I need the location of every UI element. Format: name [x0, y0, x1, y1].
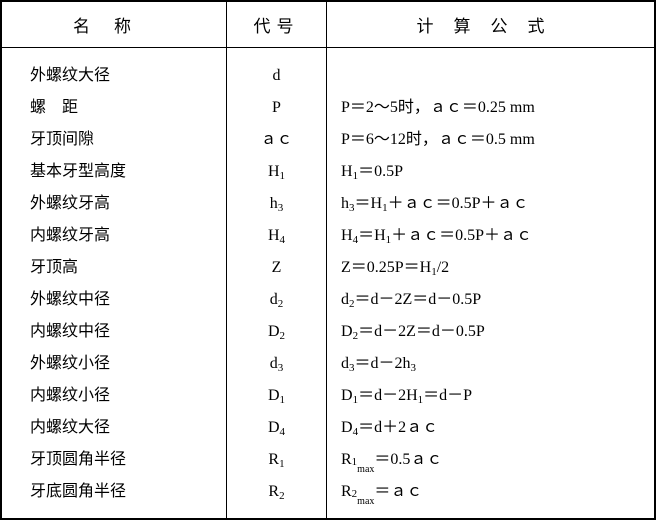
header-name: 名称	[2, 2, 227, 47]
name-cell: 内螺纹大径	[2, 412, 226, 444]
symbol-cell: R1	[227, 444, 326, 476]
symbol-cell: P	[227, 92, 326, 124]
name-cell: 牙顶高	[2, 252, 226, 284]
name-cell: 内螺纹小径	[2, 380, 226, 412]
thread-parameters-table: 名称 代号 计算公式 外螺纹大径螺 距牙顶间隙基本牙型高度外螺纹牙高内螺纹牙高牙…	[0, 0, 656, 520]
formula-cell: d3＝d－2h3	[327, 348, 654, 380]
symbol-cell: d2	[227, 284, 326, 316]
name-cell: 基本牙型高度	[2, 156, 226, 188]
formula-cell: Z＝0.25P＝H1 /2	[327, 252, 654, 284]
formula-cell: d2＝d－2Z＝d－0.5P	[327, 284, 654, 316]
formula-cell: h3＝H1＋ａｃ＝0.5P＋ａｃ	[327, 188, 654, 220]
column-symbol: dPａｃH1h3H4Zd2D2d3D1D4R1R2	[227, 48, 327, 518]
name-cell: 牙顶圆角半径	[2, 444, 226, 476]
name-cell: 牙顶间隙	[2, 124, 226, 156]
formula-cell: D4＝d＋2ａｃ	[327, 412, 654, 444]
symbol-cell: D2	[227, 316, 326, 348]
symbol-cell: Z	[227, 252, 326, 284]
formula-cell: D2＝d－2Z＝d－0.5P	[327, 316, 654, 348]
name-cell: 螺 距	[2, 92, 226, 124]
name-cell: 外螺纹中径	[2, 284, 226, 316]
formula-cell: R1max＝0.5ａｃ	[327, 444, 654, 476]
name-cell: 内螺纹牙高	[2, 220, 226, 252]
header-symbol: 代号	[227, 2, 327, 47]
symbol-cell: ａｃ	[227, 124, 326, 156]
symbol-cell: R2	[227, 476, 326, 508]
column-name: 外螺纹大径螺 距牙顶间隙基本牙型高度外螺纹牙高内螺纹牙高牙顶高外螺纹中径内螺纹中…	[2, 48, 227, 518]
formula-cell: D1＝d－2H1＝d－P	[327, 380, 654, 412]
symbol-cell: D4	[227, 412, 326, 444]
formula-cell: R2max＝ａｃ	[327, 476, 654, 508]
formula-cell	[327, 60, 654, 92]
symbol-cell: d3	[227, 348, 326, 380]
symbol-cell: h3	[227, 188, 326, 220]
name-cell: 内螺纹中径	[2, 316, 226, 348]
formula-cell: P＝6～12时，ａｃ＝0.5 mm	[327, 124, 654, 156]
name-cell: 牙底圆角半径	[2, 476, 226, 508]
symbol-cell: d	[227, 60, 326, 92]
formula-cell: P＝2～5时，ａｃ＝0.25 mm	[327, 92, 654, 124]
column-formula: P＝2～5时，ａｃ＝0.25 mmP＝6～12时，ａｃ＝0.5 mmH1＝0.5…	[327, 48, 654, 518]
formula-cell: H1＝0.5P	[327, 156, 654, 188]
name-cell: 外螺纹小径	[2, 348, 226, 380]
header-formula: 计算公式	[327, 2, 654, 47]
symbol-cell: H1	[227, 156, 326, 188]
symbol-cell: D1	[227, 380, 326, 412]
table-header: 名称 代号 计算公式	[2, 2, 654, 48]
formula-cell: H4＝H1＋ａｃ＝0.5P＋ａｃ	[327, 220, 654, 252]
table-body: 外螺纹大径螺 距牙顶间隙基本牙型高度外螺纹牙高内螺纹牙高牙顶高外螺纹中径内螺纹中…	[2, 48, 654, 518]
name-cell: 外螺纹牙高	[2, 188, 226, 220]
symbol-cell: H4	[227, 220, 326, 252]
name-cell: 外螺纹大径	[2, 60, 226, 92]
